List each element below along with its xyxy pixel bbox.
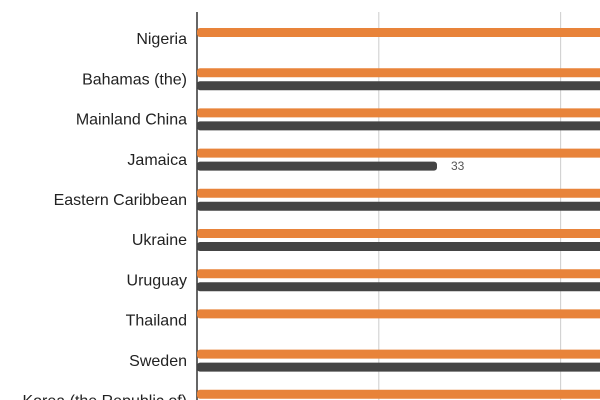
category-label: Eastern Caribbean [54,192,187,209]
bar [197,108,600,118]
category-label: Uruguay [127,272,187,289]
value-label: 33 [451,159,465,173]
bar [197,68,600,78]
category-label: Korea (the Republic of) [22,393,187,400]
category-label: Nigeria [136,31,187,48]
bar [197,148,600,158]
category-label: Mainland China [76,112,187,129]
bar [197,242,600,251]
bar [197,269,600,279]
bar [197,201,600,211]
bar [197,28,600,37]
bar [197,229,600,238]
bar [197,121,600,131]
category-label: Thailand [126,313,187,330]
bar [197,161,437,171]
category-label: Jamaica [127,152,187,169]
category-label: Bahamas (the) [82,71,187,88]
category-label: Sweden [129,353,187,370]
bar [197,362,600,372]
bar [197,282,600,292]
bar [197,309,600,319]
bar [197,188,600,198]
bar [197,81,600,91]
bar [197,349,600,359]
category-label: Ukraine [132,232,187,249]
bar [197,389,600,399]
